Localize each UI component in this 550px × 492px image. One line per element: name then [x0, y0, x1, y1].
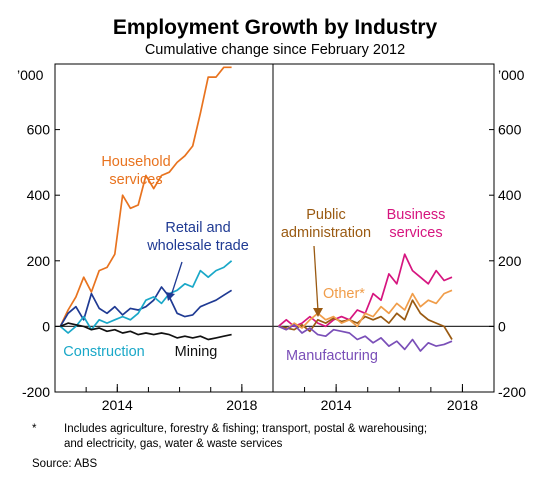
series-line-household-services [59, 66, 232, 327]
series-label-construction: Construction [63, 344, 144, 360]
series-label-other: Other* [323, 286, 365, 302]
y-tick-label-right: 600 [498, 122, 522, 138]
series-line-mining [59, 322, 232, 341]
series-label-retail-and-wholesale-trade: wholesale trade [146, 238, 249, 254]
series-label-business-services: Business [387, 207, 446, 223]
unit-label-right: ’000 [498, 67, 525, 83]
series-label-mining: Mining [175, 344, 218, 360]
y-tick-label-right: 400 [498, 187, 522, 203]
series-line-public-administration [278, 299, 453, 340]
series-label-household-services: services [109, 172, 162, 188]
x-tick-label: 2014 [321, 397, 352, 413]
x-tick-label: 2018 [226, 397, 257, 413]
plot-frame [54, 63, 495, 393]
footnote-marker: * [32, 423, 37, 435]
x-tick-label: 2018 [447, 397, 478, 413]
footnote-line-2: and electricity, gas, water & waste serv… [64, 438, 283, 450]
y-tick-label-right: -200 [498, 384, 526, 400]
y-tick-label-right: 200 [498, 253, 522, 269]
x-tick-label: 2014 [102, 397, 133, 413]
y-tick-label-left: 600 [27, 122, 51, 138]
footnote-line-1: Includes agriculture, forestry & fishing… [64, 423, 427, 435]
chart-title: Employment Growth by Industry [113, 16, 438, 39]
series-label-public-administration: Public [306, 207, 346, 223]
unit-label-left: ’000 [17, 67, 44, 83]
source-note: Source: ABS [32, 458, 98, 470]
chart-subtitle: Cumulative change since February 2012 [145, 42, 405, 58]
y-tick-label-right: 0 [498, 318, 506, 334]
series-label-household-services: Household [101, 154, 170, 170]
series-label-business-services: services [389, 225, 442, 241]
retail-leader-arrowhead [166, 292, 175, 301]
y-tick-label-left: 400 [27, 187, 51, 203]
public-admin-leader-arrowhead [313, 308, 323, 317]
public-admin-leader-line [313, 245, 319, 312]
series-line-retail-and-wholesale-trade [59, 286, 233, 327]
y-tick-label-left: 200 [27, 253, 51, 269]
series-label-public-administration: administration [281, 225, 371, 241]
series-line-manufacturing [278, 323, 453, 352]
series-label-retail-and-wholesale-trade: Retail and [165, 220, 230, 236]
series-line-business-services [277, 253, 453, 328]
axis-ticks: -200 -200 0 0 200 200 400 400 600 600 2014 2018 2014… [22, 122, 526, 413]
series-label-manufacturing: Manufacturing [286, 348, 378, 364]
series-line-construction [59, 260, 233, 334]
y-tick-label-left: 0 [42, 318, 50, 334]
series-lines [59, 66, 453, 352]
series-labels: Household services Retail and wholesale tra… [63, 154, 445, 364]
retail-leader-line [170, 261, 183, 297]
y-tick-label-left: -200 [22, 384, 50, 400]
series-line-other [278, 289, 453, 331]
